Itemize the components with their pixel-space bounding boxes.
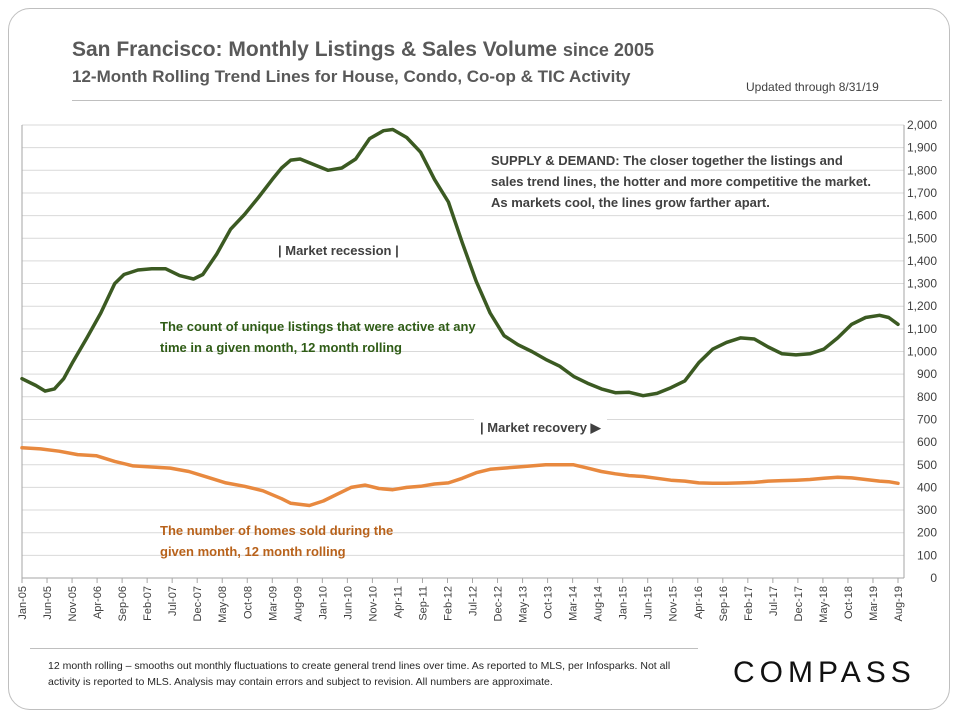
page-subtitle: 12-Month Rolling Trend Lines for House, … — [72, 67, 631, 86]
y-tick-label: 1,400 — [907, 254, 937, 268]
title-since: since 2005 — [562, 40, 654, 60]
x-tick-label: Nov-10 — [367, 586, 379, 621]
footer-divider — [30, 648, 698, 649]
y-tick-label: 1,200 — [907, 299, 937, 313]
y-tick-label: 200 — [917, 526, 937, 540]
market-recession-label: | Market recession | — [272, 241, 405, 260]
sales-series-note: The number of homes sold during the give… — [160, 523, 394, 559]
x-tick-label: Jan-15 — [618, 586, 630, 620]
x-tick-label: Feb-12 — [442, 586, 454, 621]
supply-demand-note: SUPPLY & DEMAND: The closer together the… — [491, 153, 871, 210]
x-tick-label: Jun-10 — [342, 586, 354, 620]
y-tick-label: 700 — [917, 412, 937, 426]
y-tick-label: 1,500 — [907, 231, 937, 245]
x-tick-label: Jul-12 — [468, 586, 480, 616]
x-tick-label: Sep-11 — [417, 586, 429, 621]
x-tick-label: Mar-09 — [267, 586, 279, 621]
x-tick-label: Oct-08 — [242, 586, 254, 619]
x-tick-label: Nov-15 — [668, 586, 680, 621]
y-tick-label: 1,800 — [907, 163, 937, 177]
market-recovery-label: | Market recovery ▶ — [474, 418, 607, 438]
y-tick-label: 600 — [917, 435, 937, 449]
updated-date: Updated through 8/31/19 — [746, 80, 879, 94]
y-tick-label: 1,600 — [907, 209, 937, 223]
listings-series-note: The count of unique listings that were a… — [160, 319, 476, 355]
x-tick-label: Jul-17 — [768, 586, 780, 616]
x-tick-label: Oct-18 — [843, 586, 855, 619]
y-tick-label: 1,100 — [907, 322, 937, 336]
x-tick-label: Feb-17 — [743, 586, 755, 621]
x-tick-label: May-08 — [217, 586, 229, 623]
y-tick-label: 500 — [917, 458, 937, 472]
x-tick-label: Jan-05 — [17, 586, 29, 620]
y-tick-label: 1,000 — [907, 345, 937, 359]
compass-logo: COMPASS — [733, 656, 916, 689]
x-tick-label: Sep-06 — [117, 586, 129, 621]
sales-trend-line — [20, 446, 900, 508]
x-tick-label: Feb-07 — [142, 586, 154, 621]
listings-trend-line — [20, 127, 900, 398]
y-tick-label: 900 — [917, 367, 937, 381]
x-tick-label: Aug-14 — [593, 586, 605, 621]
y-tick-label: 0 — [930, 571, 937, 585]
x-tick-label: May-18 — [818, 586, 830, 623]
y-tick-label: 800 — [917, 390, 937, 404]
x-tick-label: Sep-16 — [718, 586, 730, 621]
x-tick-label: Nov-05 — [67, 586, 79, 621]
x-tick-label: Apr-16 — [693, 586, 705, 619]
x-tick-label: Jun-15 — [643, 586, 655, 620]
page-title: San Francisco: Monthly Listings & Sales … — [72, 38, 654, 62]
x-tick-label: Dec-17 — [793, 586, 805, 621]
x-tick-label: Jul-07 — [167, 586, 179, 616]
y-tick-label: 1,300 — [907, 277, 937, 291]
x-tick-label: Apr-11 — [392, 586, 404, 618]
x-tick-label: Mar-19 — [868, 586, 880, 621]
x-tick-label: Dec-07 — [192, 586, 204, 621]
x-tick-label: Aug-19 — [893, 586, 905, 621]
x-tick-label: Jun-05 — [42, 586, 54, 620]
x-tick-label: Jan-10 — [317, 586, 329, 620]
x-tick-label: Aug-09 — [292, 586, 304, 621]
x-tick-label: May-13 — [518, 586, 530, 623]
y-tick-label: 1,900 — [907, 141, 937, 155]
header-divider — [72, 100, 942, 101]
y-tick-label: 1,700 — [907, 186, 937, 200]
y-tick-label: 400 — [917, 480, 937, 494]
x-tick-label: Apr-06 — [92, 586, 104, 619]
x-tick-label: Dec-12 — [493, 586, 505, 621]
title-main: San Francisco: Monthly Listings & Sales … — [72, 38, 558, 61]
y-tick-label: 100 — [917, 548, 937, 562]
x-tick-label: Mar-14 — [568, 586, 580, 621]
y-tick-label: 2,000 — [907, 118, 937, 132]
footnote: 12 month rolling – smooths out monthly f… — [48, 660, 671, 688]
y-tick-label: 300 — [917, 503, 937, 517]
x-tick-label: Oct-13 — [543, 586, 555, 619]
